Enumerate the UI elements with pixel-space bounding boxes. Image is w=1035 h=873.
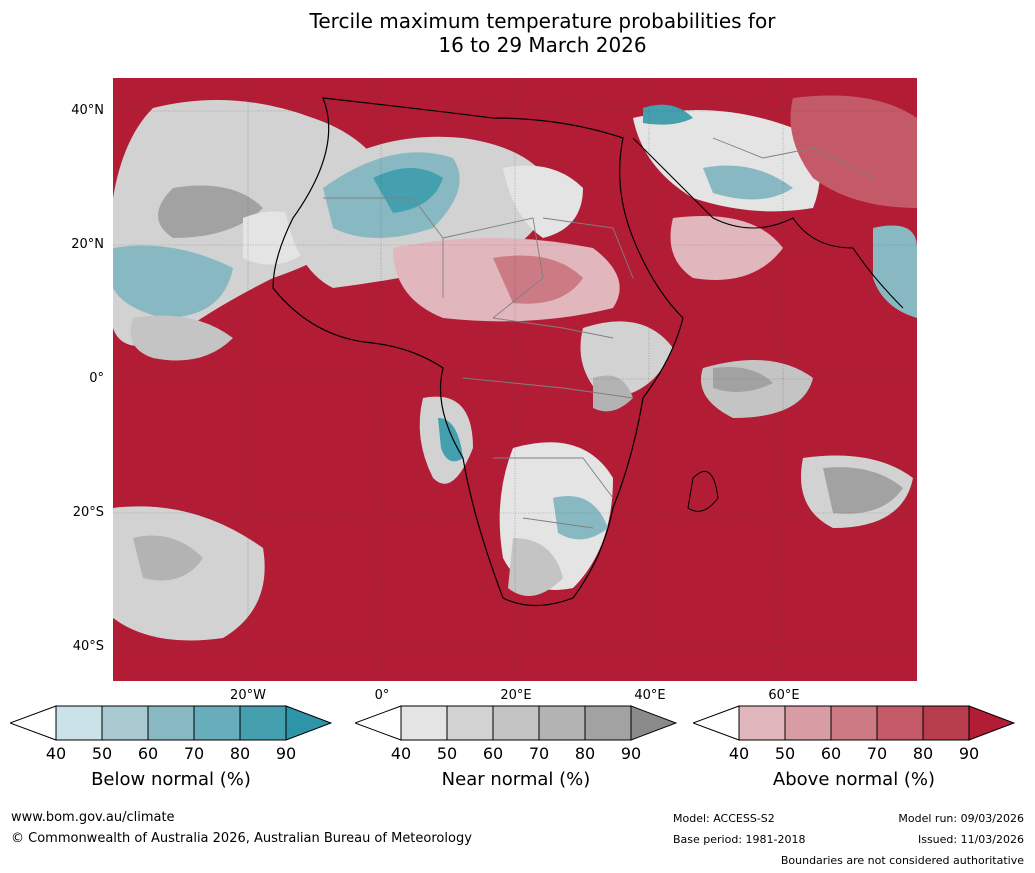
above-swatch-50 [784,705,832,741]
near-tick-50: 50 [436,744,458,763]
above-tick-40: 40 [728,744,750,763]
lat-label-20n: 20°N [71,237,104,252]
near-normal-title: Near normal (%) [441,769,591,790]
below-swatch-60 [147,705,195,741]
below-normal-title: Below normal (%) [91,769,251,790]
colorbar-near-graphic [355,705,677,741]
colorbar-above-graphic [693,705,1015,741]
near-tick-80: 80 [574,744,596,763]
near-swatch-50 [446,705,494,741]
below-tick-60: 60 [137,744,159,763]
probability-map [113,78,917,681]
near-swatch-90 [630,705,677,741]
footer-base-period: Base period: 1981-2018 [673,833,806,846]
lat-label-equator: 0° [89,371,104,386]
above-tick-80: 80 [912,744,934,763]
footer-issued: Issued: 11/03/2026 [917,833,1024,846]
lat-label-40s: 40°S [72,639,104,654]
map-title: Tercile maximum temperature probabilitie… [0,9,1035,57]
below-swatch-50 [101,705,149,741]
near-swatch-80 [584,705,632,741]
below-swatch-80 [239,705,287,741]
above-tick-60: 60 [820,744,842,763]
near-tick-70: 70 [528,744,550,763]
above-normal-title: Above normal (%) [772,769,936,790]
above-swatch-60 [830,705,878,741]
footer-url[interactable]: www.bom.gov.au/climate [11,810,175,825]
near-swatch-70 [538,705,586,741]
near-tick-40: 40 [390,744,412,763]
above-tick-70: 70 [866,744,888,763]
lon-label-20w: 20°W [230,688,266,703]
below-tick-80: 80 [229,744,251,763]
near-tick-90: 90 [620,744,642,763]
above-swatch-80 [922,705,970,741]
colorbar-below-graphic [10,705,332,741]
footer-copyright: © Commonwealth of Australia 2026, Austra… [11,831,472,846]
lon-label-60e: 60°E [768,688,800,703]
above-swatch-40 [738,705,786,741]
lon-label-20e: 20°E [500,688,532,703]
below-swatch-40 [55,705,103,741]
below-tick-40: 40 [45,744,67,763]
above-tick-50: 50 [774,744,796,763]
footer-model-run: Model run: 09/03/2026 [898,812,1024,825]
below-tick-90: 90 [275,744,297,763]
above-tick-90: 90 [958,744,980,763]
colorbar-near-normal [355,705,677,741]
lat-label-40n: 40°N [71,103,104,118]
colorbar-below-normal [10,705,332,741]
above-swatch-70 [876,705,924,741]
map-graphic [113,78,917,681]
title-line-2: 16 to 29 March 2026 [438,33,647,57]
title-line-1: Tercile maximum temperature probabilitie… [309,9,776,33]
above-swatch-90 [968,705,1015,741]
near-swatch-40 [400,705,448,741]
below-swatch-70 [193,705,241,741]
lon-label-0: 0° [374,688,390,703]
lon-label-40e: 40°E [634,688,666,703]
near-tick-60: 60 [482,744,504,763]
colorbar-above-normal [693,705,1015,741]
lat-label-20s: 20°S [72,505,104,520]
below-tick-50: 50 [91,744,113,763]
below-swatch-90 [285,705,332,741]
below-tick-70: 70 [183,744,205,763]
footer-model: Model: ACCESS-S2 [673,812,775,825]
footer-disclaimer: Boundaries are not considered authoritat… [780,854,1024,867]
near-swatch-60 [492,705,540,741]
